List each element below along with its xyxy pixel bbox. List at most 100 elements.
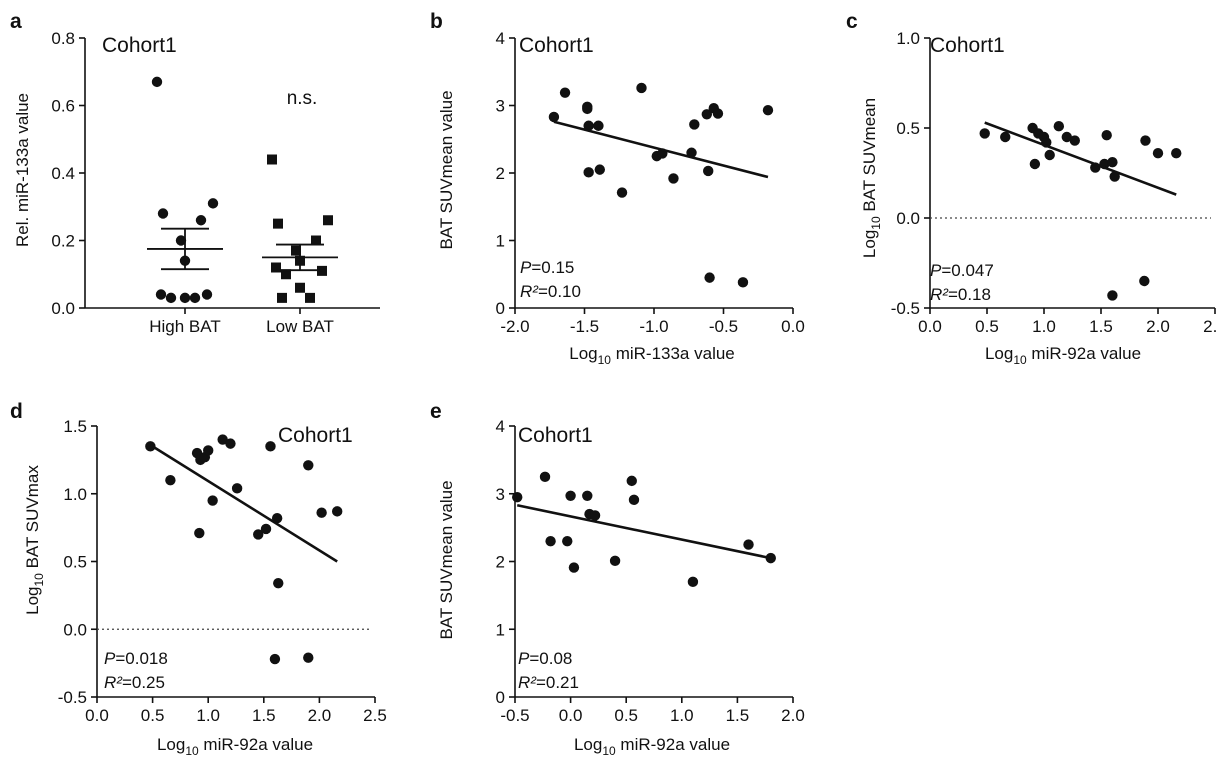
panel-a-data-point bbox=[323, 215, 333, 226]
panel-c-data-point bbox=[1139, 275, 1150, 287]
panel-e-marks bbox=[512, 471, 776, 588]
panel-d-ylabel-main: Log bbox=[23, 587, 42, 615]
panel-a-data-point bbox=[281, 269, 291, 280]
panel-c-r2-stat: R²=0.18 bbox=[930, 285, 991, 304]
panel-e-data-point bbox=[582, 490, 593, 501]
panel-b-xtick-label: -1.0 bbox=[639, 317, 668, 336]
panel-c-data-point bbox=[1000, 131, 1011, 143]
panel-e-ytick-label: 0 bbox=[496, 688, 505, 707]
panel-d-r2-value: =0.25 bbox=[122, 673, 165, 692]
panel-b-letter: b bbox=[430, 10, 443, 33]
panel-e-data-point bbox=[609, 555, 621, 567]
panel-e-data-point bbox=[539, 471, 551, 483]
panel-c-data-point bbox=[1109, 171, 1120, 182]
panel-e-xlabel-main: Log bbox=[574, 735, 602, 754]
panel-c-ylabel: Log10 BAT SUVmean bbox=[860, 98, 883, 258]
panel-e-data-point bbox=[512, 491, 523, 503]
panel-b-xtick-label: 0.0 bbox=[781, 317, 805, 336]
panel-b-regression-line bbox=[553, 120, 769, 179]
panel-b-p-symbol: P bbox=[520, 258, 532, 277]
panel-a-data-point bbox=[311, 235, 321, 246]
panel-e-xtick-label: 2.0 bbox=[781, 706, 805, 725]
panel-e-r2-value: =0.21 bbox=[536, 673, 579, 692]
panel-a-ytick-label: 0.8 bbox=[51, 29, 75, 48]
panel-c-regression-line bbox=[984, 121, 1177, 196]
panel-b-ylabel: BAT SUVmean value bbox=[437, 90, 456, 249]
panel-b-r2-stat: R²=0.10 bbox=[520, 282, 581, 301]
panel-d-data-point bbox=[253, 529, 264, 540]
panel-c-ytick-label: 0.5 bbox=[896, 119, 920, 138]
panel-b-xlabel-main: Log bbox=[569, 344, 597, 363]
panel-c-data-point bbox=[1107, 290, 1118, 301]
panel-b-data-point bbox=[636, 82, 647, 94]
panel-e-r2-stat: R²=0.21 bbox=[518, 673, 579, 692]
panel-c-ylabel-sub: 10 bbox=[869, 216, 883, 230]
panel-e-xtick-label: 1.5 bbox=[726, 706, 750, 725]
panel-a-category-label: High BAT bbox=[149, 317, 221, 336]
panel-b-data-point bbox=[582, 103, 593, 115]
panel-c-xtick-label: 1.0 bbox=[1032, 317, 1056, 336]
panel-c-xtick-label: 1.5 bbox=[1089, 317, 1113, 336]
panel-d-data-point bbox=[271, 512, 283, 524]
panel-b-data-point bbox=[701, 109, 713, 120]
panel-c-p-stat: P=0.047 bbox=[930, 261, 994, 280]
panel-b-data-point bbox=[762, 105, 774, 116]
panel-c-data-point bbox=[1171, 148, 1182, 159]
panel-b-xtick-label: -2.0 bbox=[500, 317, 529, 336]
panel-e-xtick-label: 1.0 bbox=[670, 706, 694, 725]
panel-d-ytick-label: 0.5 bbox=[63, 553, 87, 572]
panel-b-data-point bbox=[668, 173, 679, 184]
panel-d-data-point bbox=[217, 434, 228, 445]
panel-d-data-point bbox=[165, 475, 176, 486]
panel-e-ylabel: BAT SUVmean value bbox=[437, 480, 456, 639]
panel-b-data-point bbox=[703, 165, 714, 177]
panel-e-data-point bbox=[565, 490, 576, 501]
panel-a-data-point bbox=[189, 292, 201, 304]
panel-a-letter: a bbox=[10, 10, 22, 33]
panel-e-data-point bbox=[626, 475, 637, 487]
panel-a-ytick-label: 0.4 bbox=[51, 164, 75, 183]
panel-a-data-point bbox=[157, 208, 169, 219]
panel-d-xlabel-main: Log bbox=[157, 735, 185, 754]
panel-a: a Rel. miR-133a value Cohort1 n.s. 0.00.… bbox=[10, 10, 380, 336]
panel-c-data-point bbox=[1107, 157, 1118, 168]
panel-d-data-point bbox=[231, 483, 243, 494]
panel-c-data-point bbox=[1029, 158, 1041, 170]
panel-b-xlabel-rest: miR-133a value bbox=[611, 344, 735, 363]
panel-b-cohort-label: Cohort1 bbox=[519, 34, 594, 57]
panel-e-xlabel-sub: 10 bbox=[602, 744, 616, 758]
panel-b-data-point bbox=[704, 272, 715, 283]
panel-b-data-point bbox=[548, 111, 560, 123]
panel-d-data-point bbox=[316, 507, 327, 518]
panel-a-data-point bbox=[207, 198, 219, 209]
panel-e-cohort-label: Cohort1 bbox=[518, 424, 593, 447]
panel-d-ytick-label: 1.5 bbox=[63, 417, 87, 436]
panel-d-ylabel-rest: BAT SUVmax bbox=[23, 465, 42, 574]
panel-a-ylabel: Rel. miR-133a value bbox=[13, 93, 32, 247]
panel-e-xlabel-rest: miR-92a value bbox=[616, 735, 730, 754]
panel-d-regression-line bbox=[149, 443, 338, 563]
panel-e-xtick-label: 0.0 bbox=[559, 706, 583, 725]
panel-c-ylabel-rest: BAT SUVmean bbox=[860, 98, 879, 216]
panel-c-ytick-label: 0.0 bbox=[896, 209, 920, 228]
panel-a-data-point bbox=[151, 76, 163, 88]
panel-a-data-point bbox=[155, 289, 167, 300]
panel-b-data-point bbox=[594, 164, 605, 175]
panel-a-category-label: Low BAT bbox=[266, 317, 334, 336]
panel-d: d Log10 BAT SUVmax Cohort1 P=0.018 R²=0.… bbox=[10, 400, 387, 758]
panel-d-xlabel-rest: miR-92a value bbox=[199, 735, 313, 754]
panel-d-ytick-label: 0.0 bbox=[63, 620, 87, 639]
panel-e-p-symbol: P bbox=[518, 649, 530, 668]
panel-d-p-symbol: P bbox=[104, 649, 116, 668]
panel-c-data-point bbox=[1053, 121, 1065, 132]
panel-a-marks bbox=[147, 76, 338, 304]
panel-b-p-stat: P=0.15 bbox=[520, 258, 574, 277]
panel-a-ytick-label: 0.0 bbox=[51, 299, 75, 318]
panel-a-data-point bbox=[195, 215, 207, 226]
panel-b-data-point bbox=[593, 120, 604, 131]
panel-d-p-value: =0.018 bbox=[115, 649, 167, 668]
panel-b-ytick-label: 3 bbox=[496, 97, 505, 116]
panel-c-letter: c bbox=[846, 10, 858, 33]
panel-d-data-point bbox=[203, 445, 214, 456]
